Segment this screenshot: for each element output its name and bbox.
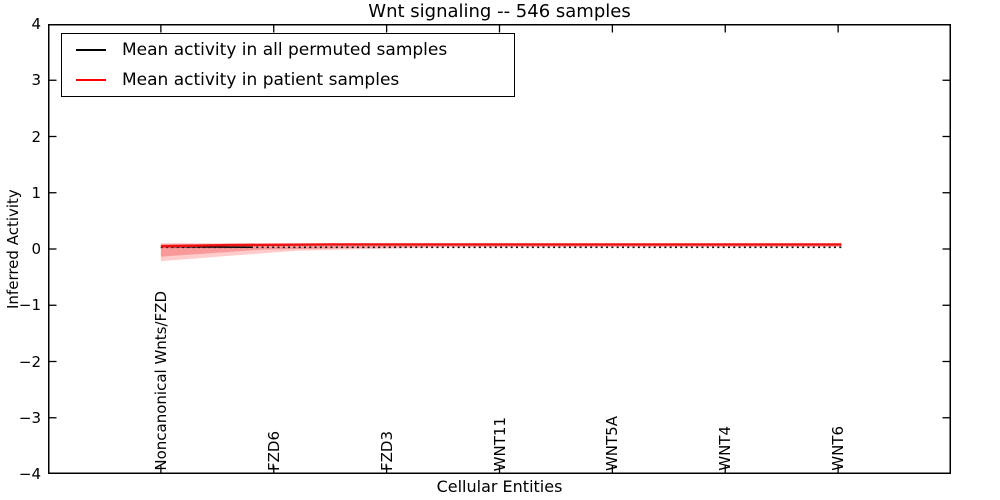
x-tick-label: FZD3 — [377, 431, 396, 471]
y-tick-label: 3 — [31, 71, 41, 90]
patient-mean-line — [160, 243, 842, 248]
legend-entry-permuted: Mean activity in all permuted samples — [62, 35, 514, 65]
legend-label-permuted: Mean activity in all permuted samples — [122, 40, 448, 60]
chart-title: Wnt signaling -- 546 samples — [368, 1, 631, 22]
axes-spines — [48, 24, 951, 474]
x-tick-label: WNT11 — [490, 416, 509, 471]
y-tick-label: 4 — [31, 15, 41, 33]
y-tick-label: −1 — [18, 296, 41, 315]
x-tick-label: WNT5A — [603, 415, 622, 471]
y-tick-label: 2 — [31, 127, 41, 146]
plot-area: Mean activity in all permuted samples Me… — [48, 24, 951, 474]
y-tick-label: 0 — [31, 240, 41, 258]
x-axis-label: Cellular Entities — [436, 477, 563, 496]
x-tick-label: FZD6 — [264, 431, 283, 471]
x-tick-label: Noncanonical Wnts/FZD — [151, 291, 170, 471]
x-tick-label: WNT6 — [829, 426, 848, 471]
y-tick-label: −3 — [18, 408, 41, 427]
legend-line-patient-icon — [76, 79, 106, 81]
y-tick-label: 1 — [31, 183, 41, 202]
legend-line-permuted-icon — [76, 49, 106, 51]
y-tick-label: −2 — [18, 352, 41, 371]
x-tick-label: WNT4 — [716, 426, 735, 471]
legend-entry-patient: Mean activity in patient samples — [62, 65, 514, 95]
legend: Mean activity in all permuted samples Me… — [61, 33, 515, 97]
plot-canvas — [48, 24, 951, 474]
legend-label-patient: Mean activity in patient samples — [122, 70, 400, 90]
y-tick-label: −4 — [18, 465, 41, 483]
